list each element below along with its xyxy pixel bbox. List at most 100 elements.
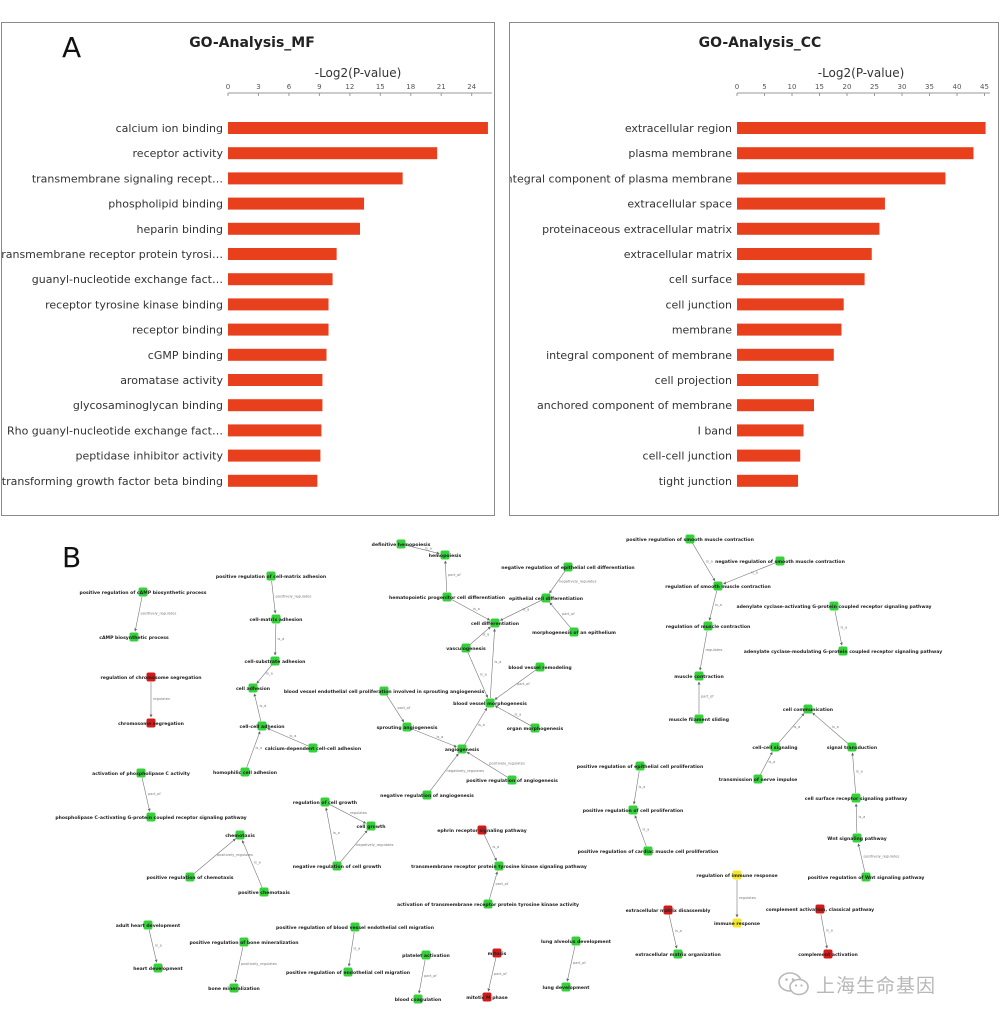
network-node-label: regulation of cell growth xyxy=(293,800,357,806)
cc-category-label: cell projection xyxy=(655,374,732,387)
network-node-label: mitotic M phase xyxy=(466,995,508,1001)
network-node-label: regulation of muscle contraction xyxy=(666,624,751,630)
network-node-label: angiogenesis xyxy=(445,747,479,753)
network-node xyxy=(185,872,195,882)
network-edge xyxy=(451,599,491,621)
network-edge xyxy=(466,751,508,778)
network-node xyxy=(847,742,857,752)
cc-bar xyxy=(737,248,872,260)
network-node-label: positive regulation of cardiac muscle ce… xyxy=(578,849,719,855)
network-edge-label: positively_regulates xyxy=(217,853,253,857)
network-edge-label: part_of xyxy=(496,882,509,886)
network-node xyxy=(775,556,785,566)
network-edge-label: positively_regulates xyxy=(276,595,312,599)
network-edge xyxy=(234,946,244,983)
network-node xyxy=(270,656,280,666)
network-edge xyxy=(723,562,776,585)
network-node-label: cell surface receptor signaling pathway xyxy=(805,796,907,802)
cc-category-label: tight junction xyxy=(659,475,732,488)
network-node xyxy=(308,743,318,753)
mf-category-label: Rho guanyl-nucleotide exchange fact… xyxy=(7,424,223,437)
network-edge xyxy=(467,652,488,698)
network-edge xyxy=(325,807,337,862)
network-edge xyxy=(632,770,640,805)
network-edge-label: is_a xyxy=(480,673,487,677)
network-node xyxy=(823,949,833,959)
network-node-label: vasculogenesis xyxy=(446,646,486,652)
network-edge xyxy=(256,664,273,684)
mf-category-label: heparin binding xyxy=(136,223,223,236)
network-edge xyxy=(405,544,440,555)
network-edge xyxy=(386,695,405,723)
network-edge xyxy=(854,803,858,834)
wechat-icon xyxy=(778,972,809,996)
network-edge-label: part_of xyxy=(398,706,411,710)
network-edge xyxy=(411,728,457,748)
network-edge xyxy=(708,590,718,621)
network-edge-label: positively_regulates xyxy=(489,762,525,766)
network-edge-label: part_of xyxy=(701,695,714,699)
network-edge-label: negatively_regulates xyxy=(559,580,597,584)
network-node-label: chromosome segregation xyxy=(118,721,184,727)
network-edge xyxy=(487,957,497,992)
network-edge-label: is_a xyxy=(266,672,273,676)
network-node xyxy=(829,601,839,611)
network-edge-label: part_of xyxy=(148,792,161,796)
network-node xyxy=(320,797,330,807)
network-node xyxy=(494,861,504,871)
network-edge-label: is_a xyxy=(155,944,162,948)
network-node-label: cell adhesion xyxy=(236,686,270,692)
panel-label-a: A xyxy=(62,31,82,64)
mf-bar xyxy=(228,122,488,134)
mf-x-tick-label: 12 xyxy=(345,83,354,91)
network-edge-label: is_a xyxy=(278,637,285,641)
mf-bar xyxy=(228,424,322,437)
network-node xyxy=(851,793,861,803)
network-node xyxy=(815,904,825,914)
mf-category-label: receptor activity xyxy=(133,147,224,160)
cc-x-tick-label: 25 xyxy=(870,83,879,91)
network-edge-label: regulates xyxy=(153,697,170,701)
network-node-label: transmembrane receptor protein tyrosine … xyxy=(411,864,587,870)
network-edge-label: is_a xyxy=(523,608,530,612)
cc-category-label: integral component of plasma membrane xyxy=(510,172,732,185)
mf-bar xyxy=(228,273,333,286)
network-node-label: extracellular matrix organization xyxy=(635,952,721,958)
network-edge xyxy=(418,959,426,994)
network-node xyxy=(770,742,780,752)
network-node-label: positive regulation of epithelial cell p… xyxy=(577,764,704,770)
cc-bar xyxy=(737,147,974,160)
cc-bar xyxy=(737,374,819,386)
network-edge-label: part_of xyxy=(517,682,530,686)
network-node-label: mitosis xyxy=(488,951,507,957)
network-edge-label: is_a xyxy=(832,725,839,729)
network-node-label: adenylate cyclase-activating G-protein c… xyxy=(736,604,931,610)
network-node-label: sprouting angiogenesis xyxy=(377,725,438,731)
network-node xyxy=(803,704,813,714)
network-node-label: activation of phospholipase C activity xyxy=(92,771,190,777)
network-edge-label: negatively_regulates xyxy=(356,843,394,847)
network-node xyxy=(732,870,742,880)
network-node-label: positive regulation of smooth muscle con… xyxy=(626,537,754,543)
network-edge-label: is_a xyxy=(260,704,267,708)
network-node xyxy=(240,767,250,777)
network-node xyxy=(635,761,645,771)
network-node xyxy=(259,887,269,897)
network-node-label: positive regulation of bone mineralizati… xyxy=(189,940,298,946)
network-edge xyxy=(193,838,236,875)
network-edge xyxy=(443,560,448,593)
network-edge-label: is_a xyxy=(794,725,801,729)
mf-bar xyxy=(228,298,329,311)
network-node-label: adult heart development xyxy=(116,923,181,929)
mf-x-tick-label: 15 xyxy=(376,83,385,91)
network-node-label: muscle filament sliding xyxy=(669,717,729,723)
cc-bar xyxy=(737,474,799,487)
cc-bar xyxy=(737,449,801,462)
mf-x-tick-label: 0 xyxy=(226,83,230,91)
network-node-label: muscle contraction xyxy=(674,674,723,680)
mf-category-label: phospholipid binding xyxy=(108,198,223,211)
panel-label-b: B xyxy=(62,541,82,574)
network-node xyxy=(861,872,871,882)
network-node-label: heart development xyxy=(133,966,183,972)
mf-bar xyxy=(228,222,360,235)
